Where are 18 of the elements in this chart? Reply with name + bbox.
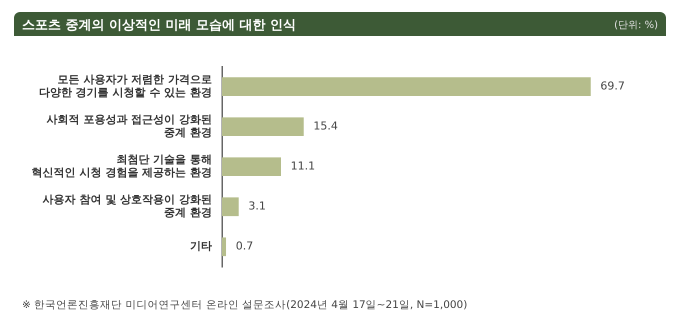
data-label: 15.4 [313,120,338,133]
bar [222,77,591,96]
chart-title: 스포츠 중계의 이상적인 미래 모습에 대한 인식 [22,17,296,34]
y-tick-label: 사용자 참여 및 상호작용이 강화된 중계 환경 [42,193,212,220]
bar [222,237,226,256]
data-label: 3.1 [248,200,266,213]
bar [222,197,239,216]
y-tick-label: 모든 사용자가 저렴한 가격으로 다양한 경기를 시청할 수 있는 환경 [38,72,212,100]
bar [222,157,281,176]
y-tick-label: 기타 [190,240,212,253]
text: (단위: %) [614,19,658,32]
y-tick-label: 사회적 포용성과 접근성이 강화된 중계 환경 [46,112,212,140]
data-label: 0.7 [236,240,254,253]
text: ※ 한국언론진흥재단 미디어연구센터 온라인 설문조사(2024년 4월 17일~21일, N=1,000) [22,298,468,312]
y-tick-label: 최첨단 기술을 통해 혁신적인 시청 경험을 제공하는 환경 [32,152,212,180]
data-label: 69.7 [600,79,625,92]
bar [222,117,304,136]
data-label: 11.1 [290,160,316,173]
